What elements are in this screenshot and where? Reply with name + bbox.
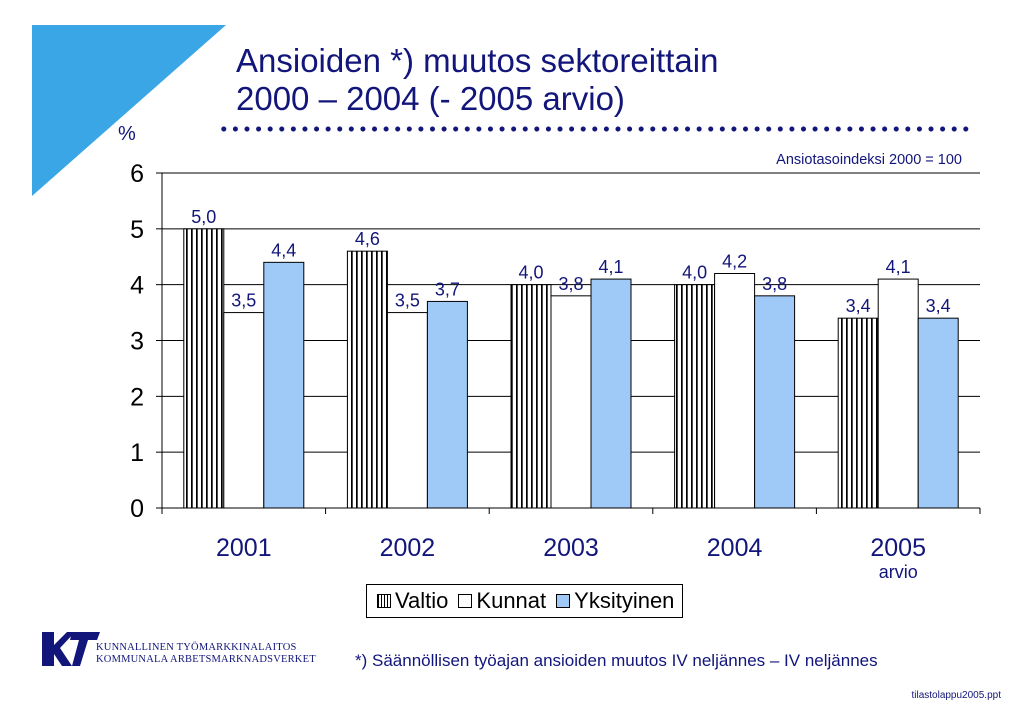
bar-yksityinen-2004 [754, 295, 796, 509]
bar-kunnat-2005 [877, 278, 919, 509]
bar-yksityinen-2001 [263, 261, 305, 509]
legend-swatch-valtio [377, 594, 391, 608]
legend-item-kunnat: Kunnat [458, 588, 546, 614]
org-name-swedish: KOMMUNALA ARBETSMARKNADSVERKET [96, 654, 316, 665]
y-tick-label: 6 [130, 160, 144, 188]
data-labels: 5,0 3,5 4,4 4,6 3,5 3,7 4,0 3,8 4,1 4,0 4,2 3,8 3,4 4… [191, 207, 950, 316]
legend-label-kunnat: Kunnat [476, 588, 547, 613]
bar-yksityinen-2002 [426, 300, 468, 509]
org-name-finnish: KUNNALLINEN TYÖMARKKINALAITOS [96, 642, 297, 653]
data-label: 3,7 [435, 279, 460, 299]
bar-kunnat-2004 [714, 273, 756, 509]
bars [183, 228, 959, 509]
logo-k-mark [42, 632, 75, 666]
bar-yksityinen-2005 [917, 317, 959, 509]
chart-annotation: Ansiotasoindeksi 2000 = 100 [776, 152, 962, 168]
bar-valtio-2004 [674, 284, 716, 509]
organization-name: KUNNALLINEN TYÖMARKKINALAITOS KOMMUNALA … [96, 642, 316, 666]
y-tick-label: 0 [130, 495, 144, 523]
y-axis-unit-label: % [118, 123, 136, 145]
data-label: 4,4 [271, 240, 296, 260]
file-name: tilastolappu2005.ppt [911, 690, 1001, 701]
data-label: 4,1 [886, 257, 911, 277]
x-category-sublabel: arvio [879, 562, 918, 582]
logo-t-mark [70, 632, 100, 666]
bar-yksityinen-2003 [590, 278, 632, 509]
data-label: 4,2 [722, 252, 747, 272]
bar-kunnat-2001 [223, 312, 265, 509]
y-tick-label: 2 [130, 383, 144, 411]
data-label: 4,0 [518, 263, 543, 283]
data-label: 3,4 [846, 296, 871, 316]
kt-logo-icon [42, 632, 100, 666]
data-label: 3,8 [762, 274, 787, 294]
bar-kunnat-2003 [550, 295, 592, 509]
legend-label-valtio: Valtio [395, 588, 449, 613]
legend-item-valtio: Valtio [377, 588, 448, 614]
data-label: 4,1 [598, 257, 623, 277]
legend-label-yksityinen: Yksityinen [574, 588, 675, 613]
legend-item-yksityinen: Yksityinen [556, 588, 674, 614]
legend-swatch-yksityinen [556, 594, 571, 608]
title-line-1: Ansioiden *) muutos sektoreittain [236, 42, 719, 79]
corner-decoration [32, 25, 226, 196]
x-category-label: 2003 [543, 534, 599, 562]
y-tick-label: 1 [130, 439, 144, 467]
title-line-2: 2000 – 2004 (- 2005 arvio) [236, 80, 625, 117]
bar-valtio-2005 [837, 317, 879, 509]
x-category-label: 2005 [870, 534, 926, 562]
x-category-label: 2004 [707, 534, 763, 562]
data-label: 3,5 [231, 291, 256, 311]
bar-valtio-2001 [183, 228, 225, 509]
bar-kunnat-2002 [386, 312, 428, 509]
data-label: 3,8 [558, 274, 583, 294]
y-tick-label: 5 [130, 216, 144, 244]
data-label: 5,0 [191, 207, 216, 227]
y-tick-label: 3 [130, 328, 144, 356]
footnote: *) Säännöllisen työajan ansioiden muutos… [355, 651, 878, 670]
legend-swatch-kunnat [458, 594, 473, 608]
data-label: 4,0 [682, 263, 707, 283]
chart-legend: Valtio Kunnat Yksityinen [366, 584, 684, 618]
data-label: 4,6 [355, 229, 380, 249]
bar-valtio-2003 [510, 284, 552, 509]
corner-triangle [32, 25, 226, 196]
x-category-label: 2001 [216, 534, 272, 562]
y-tick-label: 4 [130, 272, 144, 300]
dotted-separator [218, 126, 970, 132]
bar-valtio-2002 [346, 250, 388, 509]
data-label: 3,4 [926, 296, 951, 316]
data-label: 3,5 [395, 291, 420, 311]
slide-title: Ansioiden *) muutos sektoreittain 2000 –… [236, 42, 718, 118]
x-category-label: 2002 [380, 534, 436, 562]
